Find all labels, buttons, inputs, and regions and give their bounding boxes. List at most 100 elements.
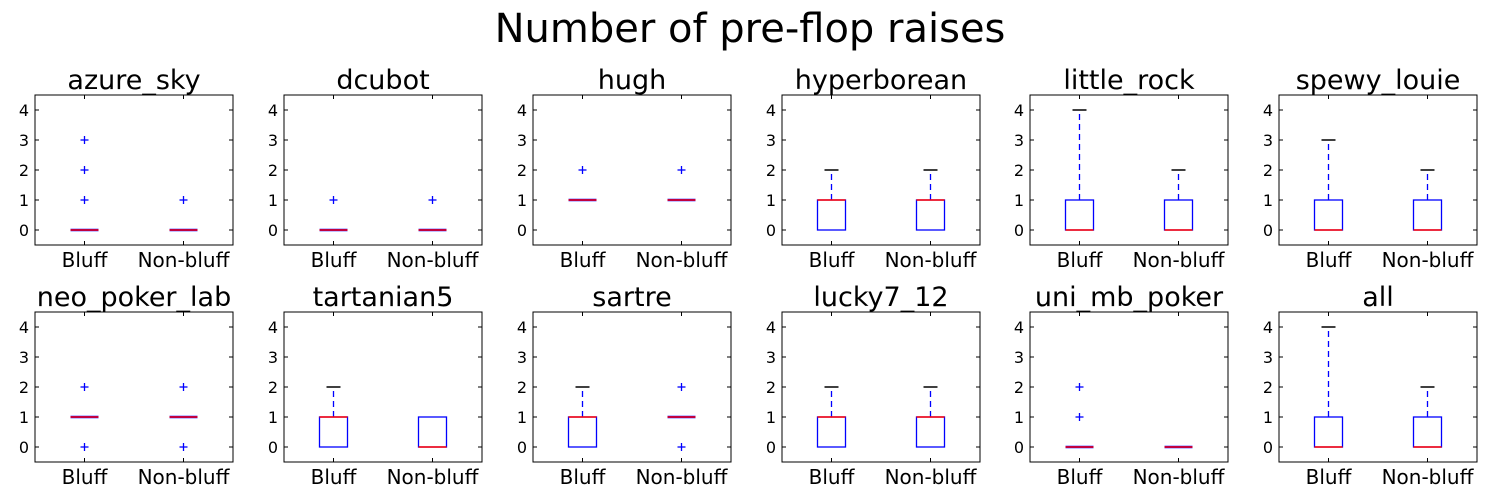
box-body <box>915 416 946 448</box>
box-Bluff <box>1313 139 1344 231</box>
x-tick-label: Bluff <box>62 465 109 489</box>
box-body <box>915 199 946 231</box>
panel-title: hugh <box>598 65 666 96</box>
flier-point <box>179 443 188 451</box>
flier-point <box>80 136 89 144</box>
plot-frame <box>1029 94 1229 246</box>
y-tick-label: 0 <box>19 438 29 457</box>
x-tick-label: Bluff <box>1057 465 1104 489</box>
panel-all: all 0 1 2 3 4 Bluff Non-bluff <box>1263 282 1478 489</box>
y-tick-label: 0 <box>1263 438 1273 457</box>
flier-point <box>80 166 89 174</box>
box-Bluff <box>318 386 349 448</box>
y-tick-label: 0 <box>19 221 29 240</box>
y-tick-label: 1 <box>766 191 776 210</box>
y-tick-label: 4 <box>268 101 278 120</box>
panel-lucky7_12: lucky7_12 0 1 2 3 4 Bluff Non-bluff <box>766 282 981 489</box>
y-tick-label: 3 <box>19 131 29 150</box>
flier-point <box>80 196 89 204</box>
x-tick-label: Bluff <box>809 248 856 272</box>
y-tick-label: 2 <box>19 378 29 397</box>
box-Bluff <box>1064 109 1095 231</box>
panel-title: neo_poker_lab <box>37 282 231 313</box>
flier-point <box>677 383 686 391</box>
y-tick-label: 0 <box>1014 438 1024 457</box>
plot-frame <box>781 94 981 246</box>
x-tick-label: Bluff <box>1306 465 1353 489</box>
plot-frame <box>34 311 234 463</box>
x-tick-label: Non-bluff <box>636 248 729 272</box>
y-tick-label: 3 <box>517 131 527 150</box>
box-body <box>1313 199 1344 231</box>
y-tick-label: 3 <box>19 348 29 367</box>
y-tick-label: 2 <box>1014 161 1024 180</box>
box-Bluff <box>319 196 348 232</box>
flier-point <box>1075 413 1084 421</box>
y-tick-label: 1 <box>1014 191 1024 210</box>
y-tick-label: 1 <box>268 191 278 210</box>
box-Bluff <box>568 166 597 202</box>
panel-hugh: hugh 0 1 2 3 4 Bluff Non-bluff <box>517 65 732 272</box>
y-tick-label: 2 <box>1014 378 1024 397</box>
box-Non-bluff <box>169 383 198 451</box>
x-tick-label: Non-bluff <box>387 465 480 489</box>
panel-spewy_louie: spewy_louie 0 1 2 3 4 Bluff Non-bluff <box>1263 65 1478 272</box>
flier-point <box>80 383 89 391</box>
box-body <box>1412 199 1443 231</box>
y-tick-label: 1 <box>517 408 527 427</box>
box-Bluff <box>816 169 847 231</box>
plot-frame <box>283 311 483 463</box>
x-tick-label: Non-bluff <box>138 248 231 272</box>
panel-dcubot: dcubot 0 1 2 3 4 Bluff Non-bluff <box>268 65 483 272</box>
panel-title: tartanian5 <box>313 282 454 313</box>
box-body <box>1163 199 1194 231</box>
y-tick-label: 0 <box>766 438 776 457</box>
x-tick-label: Bluff <box>560 465 607 489</box>
box-Non-bluff <box>169 196 198 232</box>
y-tick-label: 3 <box>268 131 278 150</box>
y-tick-label: 4 <box>517 101 527 120</box>
y-tick-label: 0 <box>766 221 776 240</box>
panel-title: hyperborean <box>795 65 967 96</box>
panel-hyperborean: hyperborean 0 1 2 3 4 Bluff Non-bluff <box>766 65 981 272</box>
panel-title: little_rock <box>1063 65 1195 96</box>
figure-title: Number of pre-flop raises <box>495 6 1006 52</box>
y-tick-label: 3 <box>517 348 527 367</box>
panel-title: spewy_louie <box>1296 65 1461 96</box>
y-tick-label: 0 <box>268 438 278 457</box>
y-tick-label: 3 <box>268 348 278 367</box>
y-tick-label: 3 <box>1014 131 1024 150</box>
panel-title: lucky7_12 <box>813 282 948 313</box>
y-tick-label: 2 <box>517 378 527 397</box>
y-tick-label: 2 <box>766 378 776 397</box>
plot-frame <box>532 311 732 463</box>
box-Bluff <box>70 383 99 451</box>
flier-point <box>428 196 437 204</box>
flier-point <box>179 196 188 204</box>
x-tick-label: Bluff <box>311 248 358 272</box>
box-Bluff <box>567 386 598 448</box>
box-Non-bluff <box>418 196 447 232</box>
box-body <box>1313 416 1344 448</box>
box-Bluff <box>816 386 847 448</box>
y-tick-label: 2 <box>517 161 527 180</box>
panel-neo_poker_lab: neo_poker_lab 0 1 2 3 4 Bluff Non-bluff <box>19 282 234 489</box>
box-body <box>567 416 598 448</box>
y-tick-label: 4 <box>1263 318 1273 337</box>
x-tick-label: Bluff <box>1057 248 1104 272</box>
flier-point <box>677 443 686 451</box>
plot-frame <box>781 311 981 463</box>
box-Non-bluff <box>417 416 448 448</box>
y-tick-label: 2 <box>268 161 278 180</box>
plot-frame <box>1029 311 1229 463</box>
plot-frame <box>1278 311 1478 463</box>
y-tick-label: 1 <box>1263 408 1273 427</box>
x-tick-label: Bluff <box>62 248 109 272</box>
x-tick-label: Non-bluff <box>1382 248 1475 272</box>
flier-point <box>578 166 587 174</box>
box-body <box>318 416 349 448</box>
y-tick-label: 1 <box>19 191 29 210</box>
y-tick-label: 4 <box>19 318 29 337</box>
box-Non-bluff <box>915 386 946 448</box>
